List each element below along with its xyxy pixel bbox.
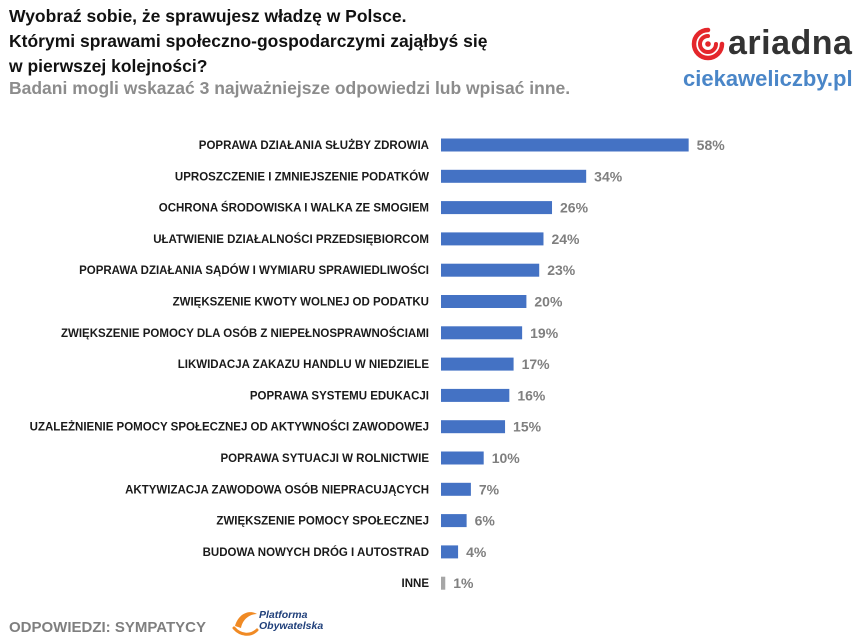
value-label: 20% (534, 294, 563, 310)
category-label: POPRAWA DZIAŁANIA SĄDÓW I WYMIARU SPRAWI… (79, 264, 429, 277)
category-label: ZWIĘKSZENIE POMOCY DLA OSÓB Z NIEPEŁNOSP… (61, 327, 429, 340)
category-label: UZALEŻNIENIE POMOCY SPOŁECZNEJ OD AKTYWN… (30, 421, 429, 434)
party-logo-icon (232, 612, 259, 636)
value-label: 15% (513, 419, 542, 435)
bar (441, 232, 544, 246)
value-label: 16% (517, 387, 546, 403)
ariadna-logo: ariadna (690, 24, 855, 64)
bar-chart-svg: POPRAWA DZIAŁANIA SŁUŻBY ZDROWIA 58% UPROS… (30, 137, 726, 591)
value-label: 4% (466, 544, 487, 560)
category-label: BUDOWA NOWYCH DRÓG I AUTOSTRAD (203, 546, 429, 559)
bar-chart: POPRAWA DZIAŁANIA SŁUŻBY ZDROWIA 58% UPROS… (0, 120, 859, 610)
party-logo-text: Platforma Obywatelska (259, 610, 323, 632)
title-line-2: Którymi sprawami społeczno-gospodarczymi… (9, 31, 488, 51)
value-label: 6% (475, 513, 496, 529)
bar (441, 169, 587, 183)
value-label: 17% (522, 356, 551, 372)
value-label: 19% (530, 325, 559, 341)
title-line-1: Wyobraź sobie, że sprawujesz władzę w Po… (9, 6, 407, 26)
bar (441, 545, 459, 559)
bar (441, 326, 523, 340)
category-label: ZWIĘKSZENIE POMOCY SPOŁECZNEJ (216, 516, 429, 528)
title-line-3: w pierwszej kolejności? (9, 56, 208, 76)
bar (441, 576, 446, 590)
chart-subtitle: Badani mogli wskazać 3 najważniejsze odp… (9, 78, 571, 98)
bar (441, 451, 484, 465)
category-label: POPRAWA SYTUACJI W ROLNICTWIE (221, 453, 430, 465)
value-label: 7% (479, 481, 500, 497)
party-logo-text-line2: Obywatelska (259, 620, 324, 632)
bar (441, 263, 540, 277)
bar (441, 295, 527, 308)
bar (441, 420, 506, 434)
ariadna-logo-text: ariadna (728, 24, 853, 62)
category-label: AKTYWIZACJA ZAWODOWA OSÓB NIEPRACUJĄCYCH (125, 483, 429, 496)
chart-title: Wyobraź sobie, że sprawujesz władzę w Po… (9, 4, 569, 79)
value-label: 34% (594, 168, 623, 184)
value-label: 58% (697, 137, 726, 153)
category-label: UŁATWIENIE DZIAŁALNOŚCI PRZEDSIĘBIORCOM (153, 233, 429, 246)
value-label: 26% (560, 200, 589, 216)
bar (441, 138, 689, 152)
ariadna-spiral-icon (691, 27, 725, 61)
category-label: LIKWIDACJA ZAKAZU HANDLU W NIEDZIELE (178, 359, 430, 371)
bar (441, 201, 553, 215)
value-label: 23% (547, 262, 576, 278)
party-logo-text-line1: Platforma (259, 609, 308, 621)
bar (441, 357, 514, 371)
category-label: OCHRONA ŚRODOWISKA I WALKA ZE SMOGIEM (159, 202, 429, 215)
value-label: 24% (551, 231, 580, 247)
category-label: INNE (402, 578, 430, 590)
responses-label: ODPOWIEDZI: SYMPATYCY (9, 619, 206, 636)
bar (441, 514, 467, 528)
category-label: ZWIĘKSZENIE KWOTY WOLNEJ OD PODATKU (173, 297, 429, 309)
category-label: POPRAWA SYSTEMU EDUKACJI (250, 390, 429, 402)
category-label: POPRAWA DZIAŁANIA SŁUŻBY ZDROWIA (199, 139, 429, 152)
value-label: 1% (453, 575, 474, 591)
party-logo: Platforma Obywatelska (231, 606, 341, 640)
bar (441, 482, 471, 496)
category-label: UPROSZCZENIE I ZMNIEJSZENIE PODATKÓW (175, 170, 429, 183)
value-label: 10% (492, 450, 521, 466)
site-link[interactable]: ciekaweliczby.pl (683, 66, 853, 91)
bar (441, 388, 510, 402)
